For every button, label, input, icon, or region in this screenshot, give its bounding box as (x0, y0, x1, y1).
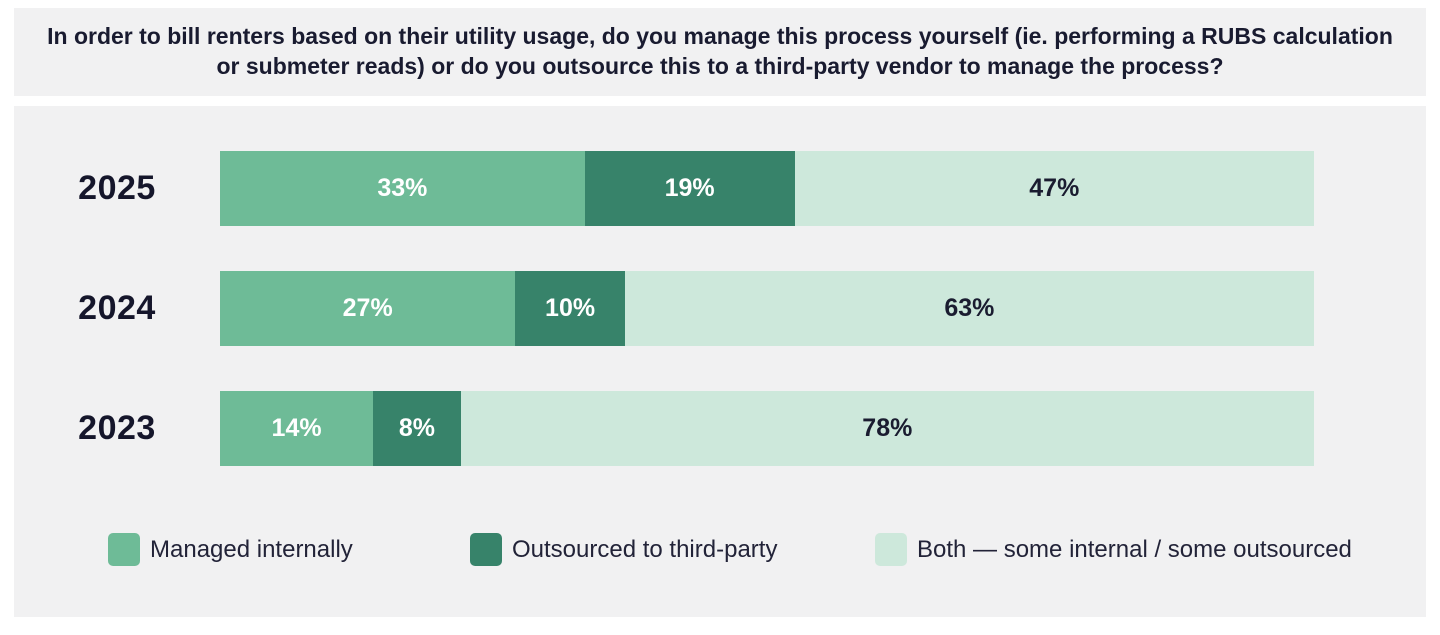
year-label-2025: 2025 (78, 169, 156, 207)
bar-segment-outsourced: 10% (515, 271, 625, 346)
bar-segment-managed-internally: 14% (220, 391, 374, 466)
page: In order to bill renters based on their … (0, 8, 1440, 617)
segment-value-label: 10% (545, 294, 596, 322)
segment-value-label: 78% (862, 414, 913, 442)
legend-swatch-outsourced (470, 533, 502, 566)
bar-segment-outsourced: 19% (584, 151, 795, 226)
segment-value-label: 8% (398, 414, 435, 442)
stacked-bar-2023: 14% 8% 78% (220, 391, 1314, 466)
legend-swatch-both (875, 533, 907, 566)
legend-item-outsourced: Outsourced to third-party (470, 533, 777, 566)
bar-segment-managed-internally: 27% (220, 271, 516, 346)
legend-swatch-managed-internally (108, 533, 140, 566)
legend-item-managed-internally: Managed internally (108, 533, 353, 566)
stacked-bar-2025: 33% 19% 47% (220, 151, 1314, 226)
bar-segment-outsourced: 8% (373, 391, 461, 466)
segment-value-label: 33% (377, 174, 428, 202)
bar-segment-managed-internally: 33% (220, 151, 585, 226)
stacked-bar-2024: 27% 10% 63% (220, 271, 1314, 346)
segment-value-label: 14% (271, 414, 322, 442)
segment-value-label: 47% (1029, 174, 1080, 202)
segment-value-label: 27% (342, 294, 393, 322)
legend-label: Managed internally (150, 535, 353, 563)
legend-label: Outsourced to third-party (512, 535, 778, 563)
segment-value-label: 63% (944, 294, 995, 322)
bar-segment-both: 47% (794, 151, 1314, 226)
bar-row-2025: 2025 33% 19% 47% (14, 151, 1314, 226)
bar-row-2023: 2023 14% 8% 78% (14, 391, 1314, 466)
legend-item-both: Both — some internal / some outsourced (875, 533, 1352, 566)
segment-value-label: 19% (664, 174, 715, 202)
bar-segment-both: 63% (624, 271, 1314, 346)
question-banner: In order to bill renters based on their … (14, 8, 1426, 96)
bar-segment-both: 78% (460, 391, 1314, 466)
chart-question-title: In order to bill renters based on their … (47, 23, 1393, 79)
chart-card: 2025 33% 19% 47% 2024 27% 10% (14, 106, 1426, 617)
bar-row-2024: 2024 27% 10% 63% (14, 271, 1314, 346)
legend: Managed internally Outsourced to third-p… (14, 533, 1426, 567)
year-label-2024: 2024 (78, 289, 156, 327)
year-label-2023: 2023 (78, 409, 156, 447)
legend-label: Both — some internal / some outsourced (917, 535, 1352, 563)
